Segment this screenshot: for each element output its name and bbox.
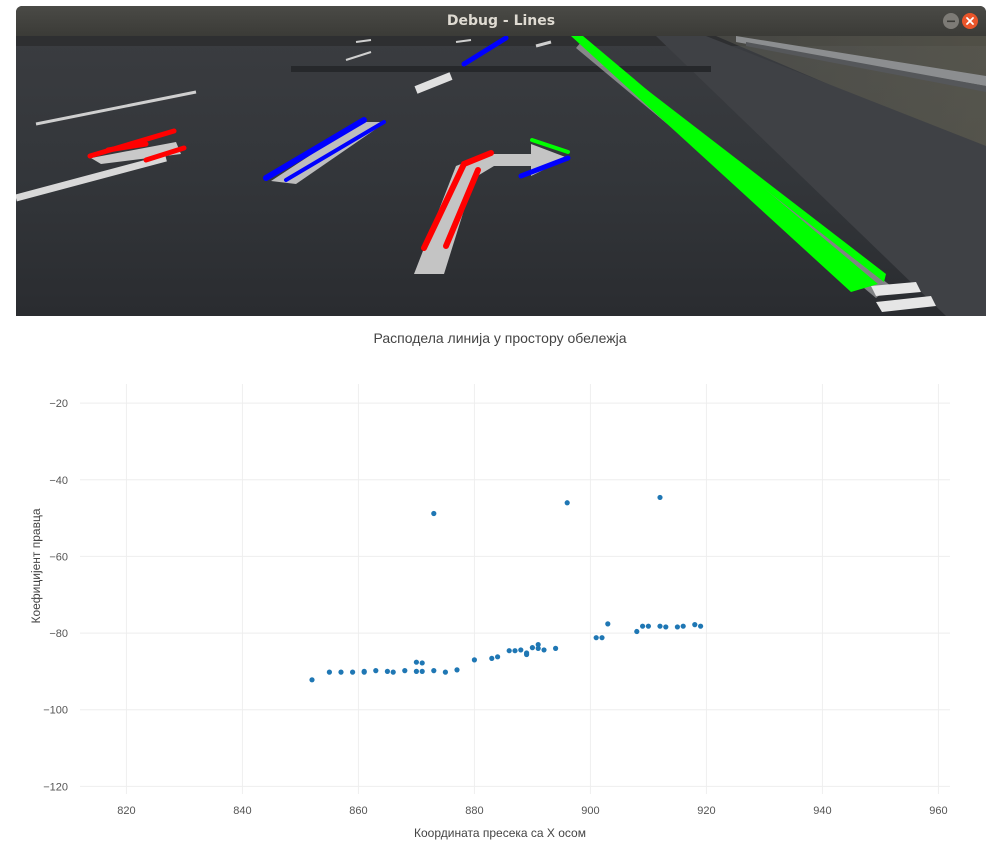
- data-point: [442, 669, 448, 675]
- data-point: [350, 669, 356, 675]
- data-point: [309, 677, 315, 683]
- road-camera-frame: [16, 35, 986, 316]
- y-tick-label: −100: [43, 705, 68, 717]
- y-tick-label: −120: [43, 781, 68, 793]
- window-title: Debug - Lines: [446, 13, 556, 29]
- data-point: [326, 669, 332, 675]
- scatter-plot: 820 840 860 880 900 920 940 960 −20 −40 −60 −80 −100…: [43, 384, 950, 817]
- data-point: [640, 623, 646, 629]
- data-point: [384, 668, 390, 674]
- x-axis-label: Координата пресека са X осом: [414, 826, 586, 840]
- data-point: [512, 648, 518, 654]
- scatter-chart: Расподела линија у простору обележја 820…: [0, 316, 1000, 860]
- debug-window: Debug - Lines: [16, 6, 986, 316]
- data-point: [698, 623, 704, 629]
- data-point: [419, 660, 425, 666]
- x-tick-label: 900: [581, 805, 599, 817]
- data-point: [674, 624, 681, 630]
- data-point: [431, 510, 437, 517]
- data-point: [413, 659, 419, 665]
- data-point: [657, 623, 663, 629]
- data-point: [402, 668, 408, 674]
- data-point: [529, 645, 536, 651]
- y-tick-label: −20: [49, 398, 68, 410]
- data-point: [535, 645, 541, 651]
- data-point: [634, 628, 640, 635]
- data-point: [338, 669, 344, 675]
- window-titlebar[interactable]: Debug - Lines: [16, 6, 986, 36]
- x-tick-label: 820: [117, 805, 135, 817]
- chart-title: Расподела линија у простору обележја: [373, 330, 627, 346]
- x-tick-label: 960: [929, 805, 947, 817]
- data-point: [553, 645, 559, 651]
- y-axis-label: Коефицијент правца: [29, 508, 43, 624]
- data-point: [680, 623, 686, 629]
- y-tick-label: −60: [49, 551, 68, 563]
- data-point: [506, 648, 512, 654]
- data-point: [431, 668, 437, 674]
- x-tick-label: 940: [813, 805, 831, 817]
- data-point: [518, 647, 524, 653]
- data-point: [605, 621, 611, 627]
- data-point: [373, 668, 379, 674]
- data-point: [599, 635, 605, 641]
- y-tick-label: −80: [49, 628, 68, 640]
- data-point: [454, 667, 460, 673]
- data-point: [564, 500, 570, 506]
- data-point: [524, 650, 530, 656]
- x-tick-label: 920: [697, 805, 715, 817]
- data-point: [657, 494, 663, 501]
- data-point: [390, 669, 396, 675]
- x-tick-label: 860: [349, 805, 367, 817]
- data-point: [361, 669, 367, 675]
- data-point: [471, 657, 477, 663]
- data-point: [413, 668, 419, 674]
- data-point: [541, 647, 547, 653]
- x-tick-label: 880: [465, 805, 483, 817]
- minimize-icon[interactable]: [943, 13, 959, 29]
- data-point: [663, 624, 669, 630]
- data-point: [419, 668, 425, 674]
- y-tick-label: −40: [49, 475, 68, 487]
- data-point: [645, 623, 652, 629]
- x-tick-label: 840: [233, 805, 251, 817]
- data-point: [692, 622, 698, 628]
- data-point: [535, 641, 541, 648]
- close-icon[interactable]: [962, 13, 978, 29]
- data-point: [495, 654, 501, 660]
- data-point: [593, 635, 599, 641]
- data-point: [489, 655, 495, 661]
